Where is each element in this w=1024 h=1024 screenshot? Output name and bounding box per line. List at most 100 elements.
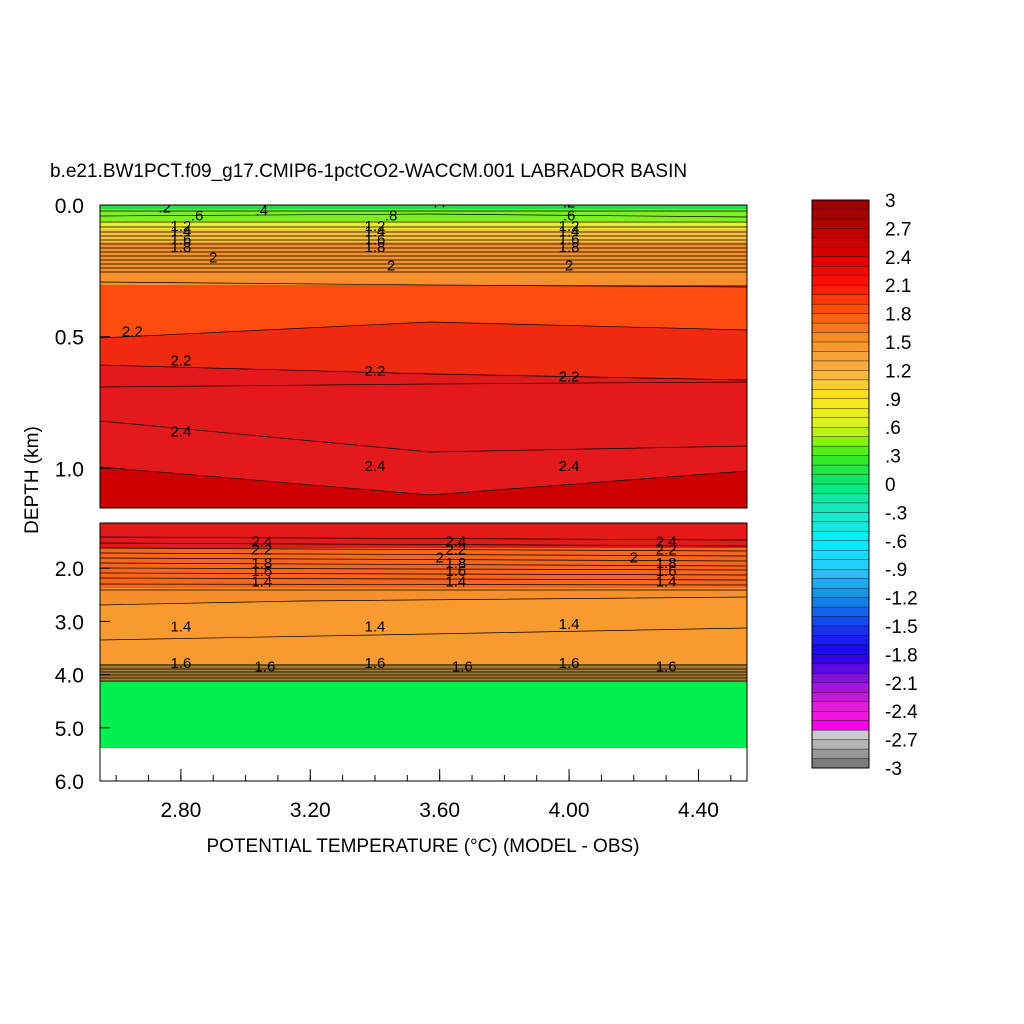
colorbar-bin [811,606,870,618]
colorbar-label: 3 [885,191,896,212]
colorbar-bin [811,408,870,419]
contour-label: 2.4 [445,534,466,551]
lower-band-green [100,682,747,748]
colorbar-bin [811,351,870,362]
contour-line [100,552,747,557]
colorbar-bin [811,512,870,523]
contour-label: .6 [563,208,576,225]
lower-y-tick-label: 3.0 [55,611,84,634]
x-axis-label: POTENTIAL TEMPERATURE (°C) (MODEL - OBS) [206,836,639,857]
lower-band-transition [100,664,747,682]
contour-label: 2.2 [251,542,272,559]
contour-line [100,627,747,641]
lower-y-tick-label: 6.0 [55,771,84,794]
contour-line [100,596,747,606]
contour-label: 1.2 [170,218,191,235]
colorbar-bin [811,739,870,750]
upper-band-surface [100,205,747,209]
upper-band-lower-mid [100,322,747,380]
x-ticks: 2.80 3.20 3.60 4.00 4.40 [115,769,732,822]
contour-label: 1.8 [656,555,677,572]
contour-label: 1.6 [559,655,580,672]
contour-label: 2.2 [559,368,580,385]
lower-band-empty [100,748,747,781]
contour-label: 1.6 [445,563,466,580]
colorbar-bin [811,256,870,267]
colorbar-label: -1.5 [885,617,918,638]
contour-label: 1.2 [365,218,386,235]
upper-panel-frame [99,204,748,509]
lower-panel-fill [100,523,747,781]
contour-label: .2 [158,200,171,217]
colorbar: 3 2.7 2.4 2.1 1.8 1.5 1.2 .9 .6 .3 0 -.3 -.6 -.9 -1.2 -… [811,191,918,780]
contour-label: 2.4 [365,458,386,475]
colorbar-bin [811,531,870,542]
upper-panel: .2.4.4.2.6.8.61.21.41.61.81.21.41.61.81.… [55,195,748,509]
contour-label: 1.8 [365,239,386,256]
lower-y-ticks: 2.0 3.0 4.0 5.0 6.0 [55,558,110,794]
lower-panel-frame [99,522,748,782]
contour-line [100,536,747,541]
colorbar-bin [811,455,870,466]
colorbar-bin [811,654,870,665]
upper-band-orange [100,240,747,285]
colorbar-bin [811,389,870,400]
contour-line [100,466,747,496]
colorbar-bin [811,445,870,457]
upper-y-tick-label: 1.0 [55,458,84,481]
contour-label: 1.6 [452,659,473,676]
colorbar-bin [811,540,870,551]
contour-label: 1.6 [656,659,677,676]
colorbar-bin [811,587,870,599]
upper-band-mid [100,282,747,338]
colorbar-bin [811,218,870,229]
colorbar-label: -3 [885,759,902,780]
contour-label: 1.6 [559,231,580,248]
contour-label: 1.8 [559,239,580,256]
contour-label: 2 [209,250,217,267]
contour-label: 1.8 [251,555,272,572]
contour-label: 1.6 [656,563,677,580]
colorbar-label: -2.4 [885,702,918,723]
contour-label: 1.2 [559,218,580,235]
colorbar-bin [811,502,870,513]
upper-contour-lines [100,210,747,496]
colorbar-bin [811,597,870,608]
colorbar-bin [811,427,870,438]
colorbar-bin [811,569,870,580]
contour-label: 1.6 [255,659,276,676]
colorbar-bin [811,663,870,674]
colorbar-bin [811,209,870,220]
colorbar-label: -1.2 [885,589,918,610]
lower-y-tick-label: 4.0 [55,665,84,688]
contour-label: 1.4 [559,223,580,240]
contour-line [100,562,747,567]
colorbar-label: 2.4 [885,248,912,269]
colorbar-bin [811,493,870,504]
lower-contour-lines [100,536,747,682]
lower-contour-labels: 2.42.21.81.61.42.42 2.21.81.61.422.42.21.… [170,534,676,676]
colorbar-bin [811,673,870,684]
colorbar-label: 2.1 [885,276,911,297]
colorbar-bin [811,550,870,561]
colorbar-label: .3 [885,447,901,468]
contour-label: 2 [565,258,573,275]
colorbar-bin [811,483,870,494]
colorbar-label: 1.8 [885,305,911,326]
colorbar-bin [811,644,870,655]
contour-label: 1.4 [170,619,191,636]
colorbar-bin [811,237,870,248]
colorbar-bin [811,464,870,476]
contour-label: 1.4 [559,616,580,633]
contour-label: 2.2 [122,323,143,340]
colorbar-label: .6 [885,418,901,439]
lower-panel: 2.42.21.81.61.42.42 2.21.81.61.422.42.21.… [55,522,748,822]
colorbar-bin [811,692,870,703]
contour-label: 2.4 [656,534,677,551]
contour-label: 2.2 [365,363,386,380]
colorbar-label: 1.2 [885,361,911,382]
colorbar-label: -1.8 [885,645,918,666]
colorbar-label: -.3 [885,503,907,524]
contour-line [100,364,747,381]
colorbar-bin [811,360,870,371]
